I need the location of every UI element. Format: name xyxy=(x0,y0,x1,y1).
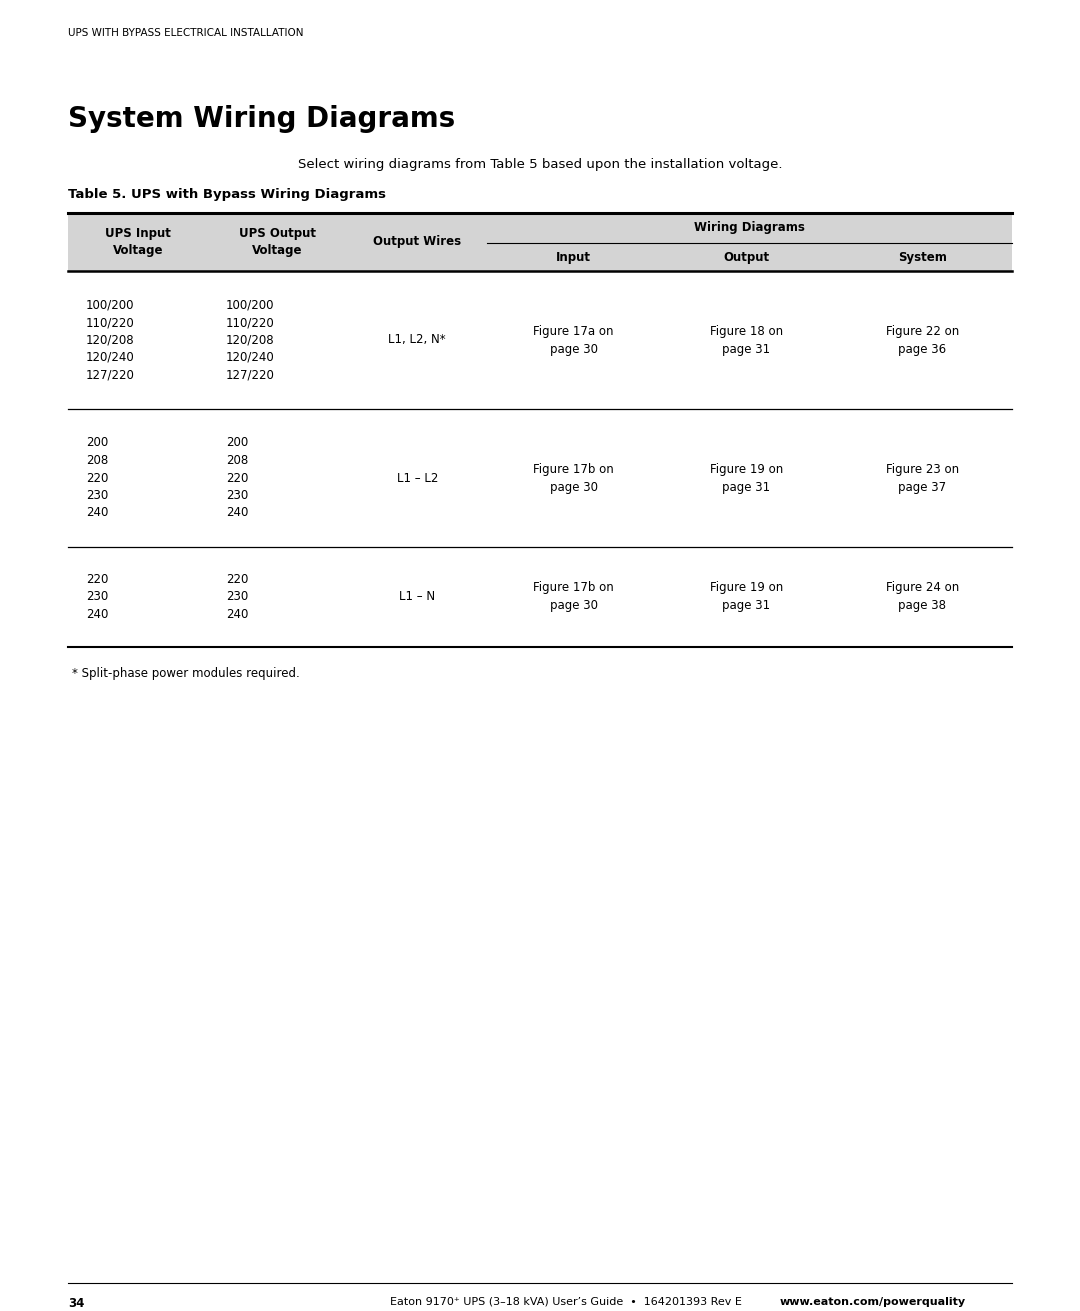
Text: Figure 22 on
page 36: Figure 22 on page 36 xyxy=(886,325,959,355)
Text: 120/208: 120/208 xyxy=(86,333,135,346)
Text: 230: 230 xyxy=(226,590,248,603)
Text: 200: 200 xyxy=(226,437,248,450)
Text: 120/240: 120/240 xyxy=(86,351,135,364)
Bar xyxy=(68,212,1012,271)
Text: 110/220: 110/220 xyxy=(226,316,274,329)
Text: 100/200: 100/200 xyxy=(86,299,135,312)
Text: Input: Input xyxy=(556,250,591,264)
Text: 230: 230 xyxy=(86,590,108,603)
Text: 120/240: 120/240 xyxy=(226,351,274,364)
Text: Figure 17b on
page 30: Figure 17b on page 30 xyxy=(534,463,613,493)
Text: L1, L2, N*: L1, L2, N* xyxy=(389,333,446,346)
Text: 230: 230 xyxy=(86,489,108,502)
Text: Figure 18 on
page 31: Figure 18 on page 31 xyxy=(710,325,783,355)
Text: UPS Output
Voltage: UPS Output Voltage xyxy=(239,227,316,257)
Text: 127/220: 127/220 xyxy=(226,368,274,382)
Text: 34: 34 xyxy=(68,1297,84,1310)
Text: System Wiring Diagrams: System Wiring Diagrams xyxy=(68,105,456,132)
Text: Select wiring diagrams from Table 5 based upon the installation voltage.: Select wiring diagrams from Table 5 base… xyxy=(298,159,782,170)
Text: Table 5. UPS with Bypass Wiring Diagrams: Table 5. UPS with Bypass Wiring Diagrams xyxy=(68,187,386,201)
Text: System: System xyxy=(897,250,947,264)
Text: Figure 19 on
page 31: Figure 19 on page 31 xyxy=(710,582,783,612)
Text: Figure 17a on
page 30: Figure 17a on page 30 xyxy=(534,325,613,355)
Text: 240: 240 xyxy=(86,608,108,621)
Text: Wiring Diagrams: Wiring Diagrams xyxy=(694,222,805,235)
Text: 110/220: 110/220 xyxy=(86,316,135,329)
Text: Figure 17b on
page 30: Figure 17b on page 30 xyxy=(534,582,613,612)
Text: Output: Output xyxy=(724,250,769,264)
Text: 208: 208 xyxy=(86,454,108,467)
Text: 208: 208 xyxy=(226,454,248,467)
Text: 230: 230 xyxy=(226,489,248,502)
Text: UPS Input
Voltage: UPS Input Voltage xyxy=(105,227,171,257)
Text: 127/220: 127/220 xyxy=(86,368,135,382)
Text: Eaton 9170⁺ UPS (3–18 kVA) User’s Guide  •  164201393 Rev E: Eaton 9170⁺ UPS (3–18 kVA) User’s Guide … xyxy=(390,1297,745,1307)
Text: 220: 220 xyxy=(226,472,248,485)
Text: 240: 240 xyxy=(86,506,108,519)
Text: 200: 200 xyxy=(86,437,108,450)
Text: 220: 220 xyxy=(86,573,108,586)
Text: Figure 24 on
page 38: Figure 24 on page 38 xyxy=(886,582,959,612)
Text: 220: 220 xyxy=(86,472,108,485)
Text: L1 – N: L1 – N xyxy=(400,590,435,603)
Text: * Split-phase power modules required.: * Split-phase power modules required. xyxy=(72,667,300,680)
Text: L1 – L2: L1 – L2 xyxy=(396,472,438,485)
Text: 100/200: 100/200 xyxy=(226,299,274,312)
Text: 220: 220 xyxy=(226,573,248,586)
Text: UPS WITH BYPASS ELECTRICAL INSTALLATION: UPS WITH BYPASS ELECTRICAL INSTALLATION xyxy=(68,28,303,38)
Text: 120/208: 120/208 xyxy=(226,333,274,346)
Text: 240: 240 xyxy=(226,506,248,519)
Text: 240: 240 xyxy=(226,608,248,621)
Text: Figure 23 on
page 37: Figure 23 on page 37 xyxy=(886,463,959,493)
Text: Output Wires: Output Wires xyxy=(374,236,461,249)
Text: www.eaton.com/powerquality: www.eaton.com/powerquality xyxy=(780,1297,967,1307)
Text: Figure 19 on
page 31: Figure 19 on page 31 xyxy=(710,463,783,493)
